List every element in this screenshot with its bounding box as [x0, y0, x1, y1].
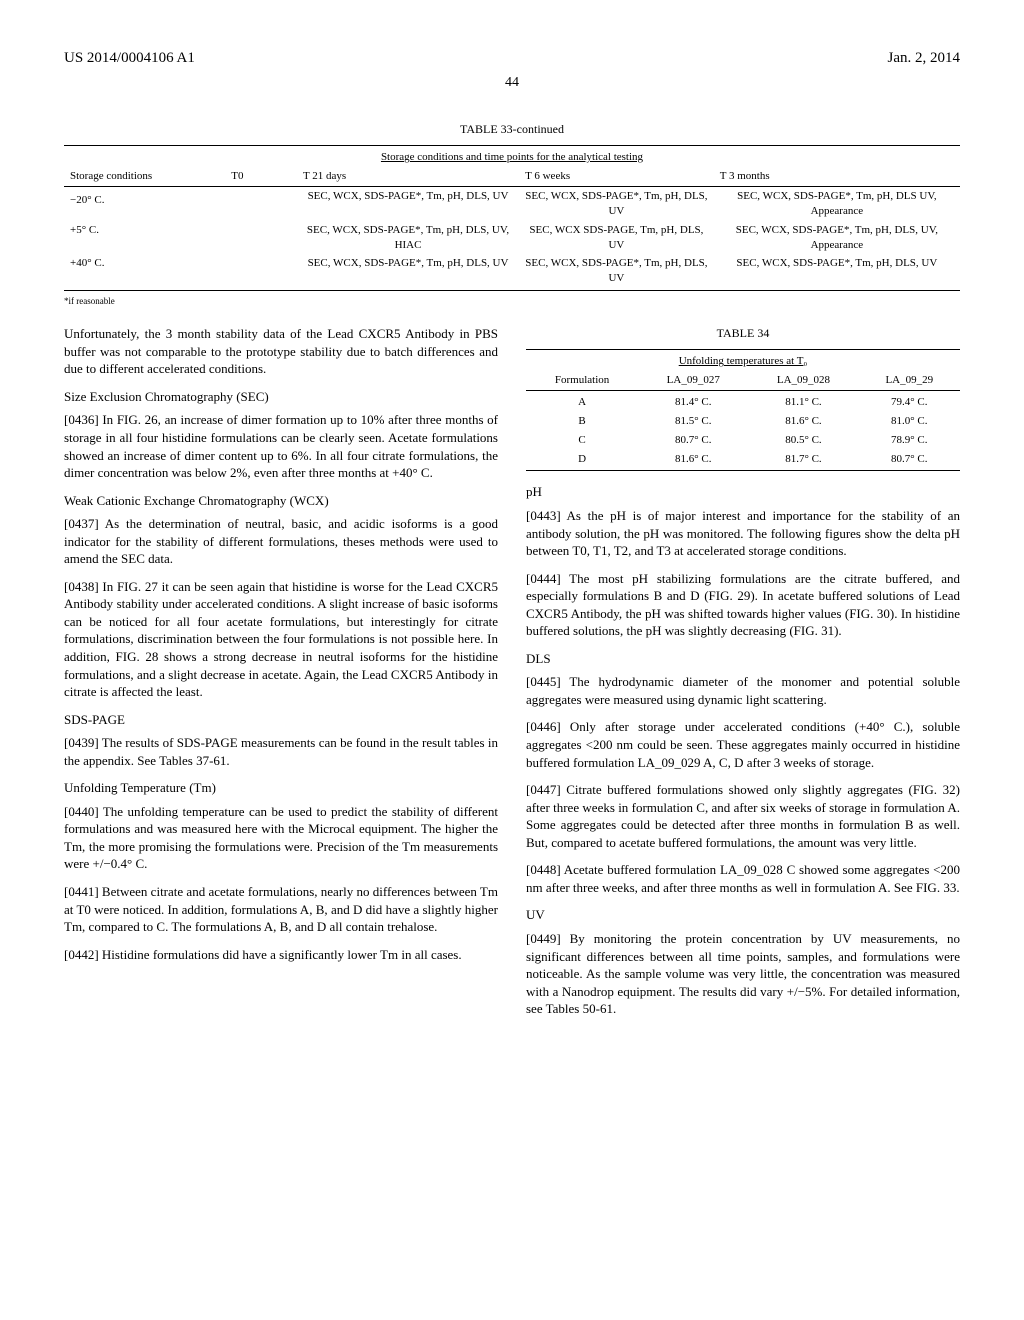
page-header: US 2014/0004106 A1 Jan. 2, 2014 — [64, 48, 960, 68]
table-34-container: TABLE 34 Unfolding temperatures at T₀ Fo… — [526, 325, 960, 471]
table-34: Unfolding temperatures at T₀ Formulation… — [526, 349, 960, 471]
table-34-col-1: LA_09_027 — [638, 371, 748, 390]
para-0448: [0448] Acetate buffered formulation LA_0… — [526, 861, 960, 896]
table-34-caption: TABLE 34 — [526, 325, 960, 341]
table-34-col-2: LA_09_028 — [748, 371, 858, 390]
para-0446: [0446] Only after storage under accelera… — [526, 718, 960, 771]
table-33-col-3: T 6 weeks — [519, 167, 714, 186]
table-row: −20° C. SEC, WCX, SDS-PAGE*, Tm, pH, DLS… — [64, 187, 960, 221]
table-34-col-3: LA_09_29 — [859, 371, 960, 390]
para-0445: [0445] The hydrodynamic diameter of the … — [526, 673, 960, 708]
wcx-heading: Weak Cationic Exchange Chromatography (W… — [64, 492, 498, 510]
para-0444: [0444] The most pH stabilizing formulati… — [526, 570, 960, 640]
table-33-col-4: T 3 months — [714, 167, 960, 186]
para-0443: [0443] As the pH is of major interest an… — [526, 507, 960, 560]
table-33-col-1: T0 — [225, 167, 297, 186]
table-row: B 81.5° C. 81.6° C. 81.0° C. — [526, 412, 960, 431]
table-33: Storage conditions and time points for t… — [64, 145, 960, 291]
table-row: A 81.4° C. 81.1° C. 79.4° C. — [526, 391, 960, 412]
table-34-subcaption: Unfolding temperatures at T₀ — [526, 350, 960, 371]
table-33-col-0: Storage conditions — [64, 167, 225, 186]
para-0442: [0442] Histidine formulations did have a… — [64, 946, 498, 964]
para-0438: [0438] In FIG. 27 it can be seen again t… — [64, 578, 498, 701]
doc-date: Jan. 2, 2014 — [888, 48, 961, 68]
table-row: C 80.7° C. 80.5° C. 78.9° C. — [526, 431, 960, 450]
para-0447: [0447] Citrate buffered formulations sho… — [526, 781, 960, 851]
para-0439: [0439] The results of SDS-PAGE measureme… — [64, 734, 498, 769]
para-0441: [0441] Between citrate and acetate formu… — [64, 883, 498, 936]
para-0449: [0449] By monitoring the protein concent… — [526, 930, 960, 1018]
sec-heading: Size Exclusion Chromatography (SEC) — [64, 388, 498, 406]
sds-heading: SDS-PAGE — [64, 711, 498, 729]
intro-para: Unfortunately, the 3 month stability dat… — [64, 325, 498, 378]
para-0436: [0436] In FIG. 26, an increase of dimer … — [64, 411, 498, 481]
table-33-container: TABLE 33-continued Storage conditions an… — [64, 121, 960, 307]
dls-heading: DLS — [526, 650, 960, 668]
table-row: D 81.6° C. 81.7° C. 80.7° C. — [526, 450, 960, 471]
table-33-subcaption: Storage conditions and time points for t… — [64, 146, 960, 167]
table-33-col-2: T 21 days — [297, 167, 519, 186]
tm-heading: Unfolding Temperature (Tm) — [64, 779, 498, 797]
table-33-caption: TABLE 33-continued — [64, 121, 960, 137]
table-row: +40° C. SEC, WCX, SDS-PAGE*, Tm, pH, DLS… — [64, 254, 960, 290]
uv-heading: UV — [526, 906, 960, 924]
body-columns: Unfortunately, the 3 month stability dat… — [64, 325, 960, 1017]
doc-number: US 2014/0004106 A1 — [64, 48, 195, 68]
table-33-footnote: *if reasonable — [64, 295, 960, 307]
page-number: 44 — [64, 74, 960, 93]
table-34-col-0: Formulation — [526, 371, 638, 390]
para-0440: [0440] The unfolding temperature can be … — [64, 803, 498, 873]
table-row: +5° C. SEC, WCX, SDS-PAGE*, Tm, pH, DLS,… — [64, 221, 960, 255]
ph-heading: pH — [526, 483, 960, 501]
para-0437: [0437] As the determination of neutral, … — [64, 515, 498, 568]
